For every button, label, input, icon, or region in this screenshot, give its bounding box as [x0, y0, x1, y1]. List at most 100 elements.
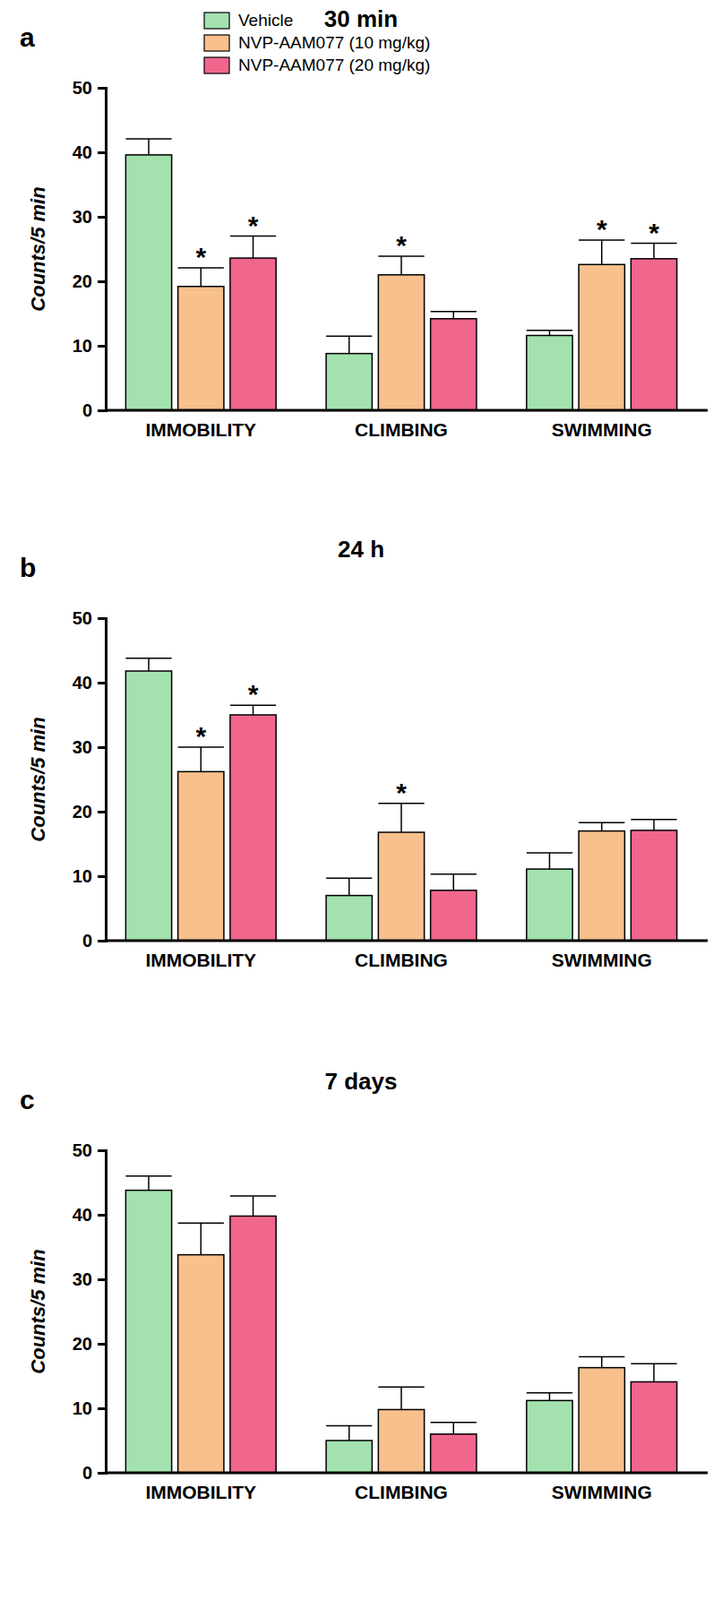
legend: Vehicle NVP-AAM077 (10 mg/kg) NVP-AAM077 (… [204, 10, 430, 75]
y-tick: 10 [72, 335, 106, 356]
y-tick: 0 [82, 1462, 106, 1483]
legend-swatch [204, 12, 230, 29]
y-tick-mark [97, 1278, 106, 1281]
error-line [549, 330, 551, 336]
y-tick-label: 10 [72, 1398, 93, 1419]
y-tick: 40 [72, 672, 106, 693]
x-tick: CLIMBING [354, 419, 448, 440]
chart-title: 7 days [325, 1067, 398, 1095]
y-axis-line [97, 88, 107, 412]
y-tick-label: 10 [72, 866, 93, 886]
y-tick-mark [97, 1407, 106, 1410]
y-tick-mark [97, 151, 106, 155]
legend-label: NVP-AAM077 (20 mg/kg) [238, 55, 430, 75]
error-bar [125, 1176, 172, 1191]
legend-item: NVP-AAM077 (10 mg/kg) [204, 33, 430, 52]
error-cap [430, 310, 477, 313]
error-cap [578, 821, 625, 824]
legend-label: Vehicle [238, 10, 293, 30]
y-tick-mark [97, 617, 106, 620]
error-cap [378, 1385, 424, 1388]
significance-marker: * [648, 217, 660, 248]
y-tick: 20 [72, 1333, 106, 1354]
error-line [147, 138, 150, 155]
y-tick-mark [97, 875, 106, 878]
y-tick-mark [97, 681, 106, 685]
error-cap [230, 1194, 276, 1197]
error-bar [178, 1222, 224, 1255]
y-tick-mark [97, 746, 106, 749]
error-line [147, 658, 150, 671]
bar [230, 714, 276, 941]
x-tick-label: IMMOBILITY [145, 949, 257, 971]
error-line [653, 1363, 655, 1382]
x-tick: SWIMMING [551, 1481, 653, 1503]
error-cap [430, 1421, 477, 1424]
error-cap [178, 1222, 224, 1225]
x-axis: IMMOBILITY CLIMBING SWIMMING [105, 410, 708, 440]
bar [125, 1190, 172, 1473]
y-tick-label: 40 [72, 672, 93, 693]
x-tick: IMMOBILITY [145, 419, 257, 440]
error-bar [526, 1392, 573, 1402]
error-line [400, 803, 403, 833]
y-tick-label: 50 [72, 608, 93, 628]
y-tick-label: 20 [72, 1333, 93, 1354]
error-bar [578, 240, 625, 265]
x-axis-line [105, 939, 708, 943]
significance-marker: * [395, 777, 407, 808]
y-tick: 20 [72, 801, 106, 822]
error-bar [578, 1356, 625, 1367]
error-cap [125, 1175, 172, 1178]
error-line [601, 822, 603, 831]
significance-marker: * [248, 679, 259, 709]
error-bar [430, 874, 477, 891]
error-line [348, 335, 351, 353]
error-line [200, 1222, 203, 1255]
bar [378, 275, 424, 411]
error-bar [430, 311, 477, 319]
significance-marker: * [248, 210, 259, 241]
significance-marker: * [596, 214, 608, 244]
y-axis-title: Counts/5 min [26, 716, 50, 842]
bar [630, 1381, 677, 1473]
bar [378, 1409, 424, 1473]
y-tick-mark [97, 1213, 106, 1217]
x-tick-label: SWIMMING [551, 419, 653, 440]
bar [230, 257, 276, 411]
y-axis: 01020304050 [72, 77, 107, 421]
panel-label: c [19, 1084, 35, 1115]
y-tick-mark [97, 1342, 106, 1346]
y-tick-mark [97, 1471, 106, 1475]
y-tick-label: 0 [82, 1462, 93, 1483]
panel: 7 dayscCounts/5 min01020304050IMMOBILITY… [19, 1067, 708, 1503]
y-tick-label: 20 [72, 801, 93, 822]
legend-swatch [204, 57, 230, 74]
y-tick-mark [97, 215, 106, 219]
y-tick-label: 30 [72, 1269, 93, 1290]
y-tick-label: 40 [72, 1204, 93, 1225]
y-tick-label: 40 [72, 142, 93, 163]
error-bar [378, 803, 424, 833]
error-cap [326, 335, 372, 337]
error-line [453, 1422, 456, 1435]
plot-area [125, 658, 677, 941]
error-cap [526, 329, 573, 332]
y-tick: 20 [72, 271, 106, 292]
y-tick-label: 30 [72, 737, 93, 757]
y-tick: 0 [82, 400, 106, 421]
bar [526, 1400, 573, 1473]
x-axis: IMMOBILITYCLIMBINGSWIMMING [105, 940, 708, 971]
x-tick: IMMOBILITY [145, 1481, 257, 1503]
error-line [453, 311, 456, 319]
error-cap [526, 851, 573, 854]
error-line [252, 1195, 255, 1216]
error-cap [578, 1356, 625, 1359]
error-bar [326, 877, 372, 895]
y-tick: 50 [72, 77, 106, 98]
error-line [147, 1176, 150, 1191]
error-bar [230, 1195, 276, 1216]
panel: 24 hbCounts/5 min***01020304050IMMOBILIT… [19, 535, 708, 971]
error-line [348, 877, 351, 895]
error-bar [630, 819, 677, 831]
